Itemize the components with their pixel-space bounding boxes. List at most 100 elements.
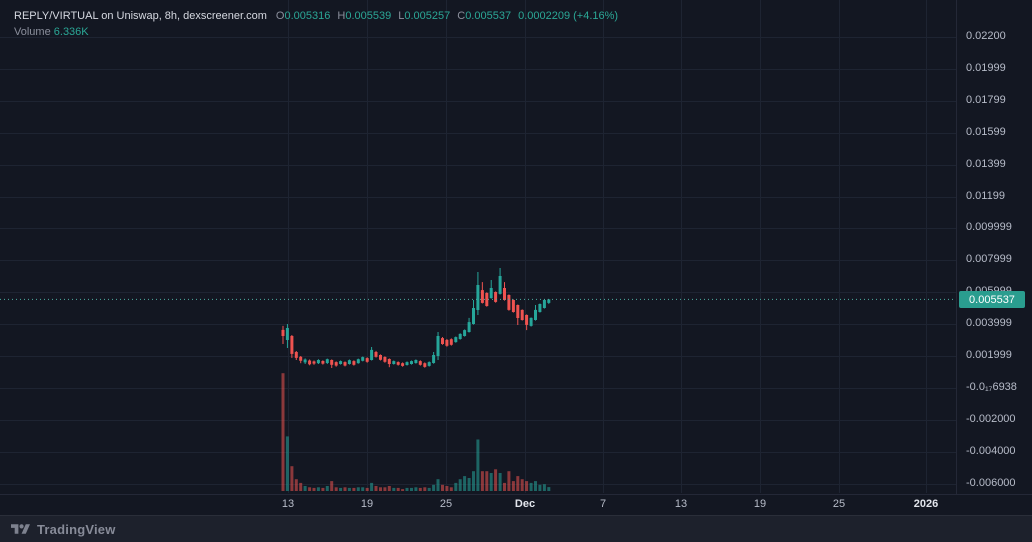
volume-bar [334, 487, 338, 491]
candle-body [511, 300, 515, 312]
open-label: O [275, 10, 285, 22]
volume-bar [472, 471, 475, 491]
volume-bar [441, 484, 444, 491]
candle-body [418, 361, 422, 365]
candle-body [339, 361, 343, 364]
volume-bar [476, 439, 480, 491]
candle-body [441, 338, 444, 344]
chart-legend: REPLY/VIRTUAL on Uniswap, 8h, dexscreene… [14, 8, 618, 40]
volume-bar [542, 484, 546, 491]
volume-bar [374, 486, 378, 491]
price-axis[interactable]: 0.005537 0.02200 0.01999 0.01799 0.01599 0.0… [956, 0, 1032, 494]
volume-bar [312, 487, 316, 491]
candle-body [498, 276, 502, 294]
volume-bar [494, 469, 498, 491]
candle-body [361, 357, 365, 361]
candle-body [401, 363, 405, 366]
volume-bar [356, 487, 360, 491]
legend-row-volume: Volume 6.336K [14, 24, 618, 40]
candle-body [410, 361, 413, 364]
candle-body [379, 355, 382, 360]
candle-body [325, 359, 329, 363]
volume-bar [467, 478, 471, 491]
volume-bar [516, 476, 520, 491]
symbol-title[interactable]: REPLY/VIRTUAL on Uniswap, 8h, dexscreene… [14, 10, 267, 22]
volume-bar [511, 481, 515, 491]
time-axis-label: 2026 [913, 498, 939, 510]
candle-body [432, 355, 436, 363]
candle-body [352, 361, 356, 365]
close-value: 0.005537 [465, 10, 512, 22]
volume-bar [281, 373, 285, 491]
time-axis-label: Dec [514, 498, 536, 510]
price-axis-label: -0.002000 [966, 413, 1016, 425]
volume-bar [449, 487, 453, 491]
time-axis-label: 25 [832, 498, 846, 510]
candle-body [396, 362, 400, 365]
volume-bar [534, 481, 537, 491]
candle-body [423, 363, 427, 367]
candle-body [308, 360, 312, 365]
volume-bar [547, 487, 551, 491]
candlestick-chart-pane[interactable] [0, 0, 956, 494]
volume-bar [308, 487, 312, 491]
volume-bar [294, 479, 298, 491]
volume-bar [325, 486, 329, 491]
candle-body [343, 362, 347, 366]
high-label: H [337, 10, 346, 22]
candle-body [525, 315, 529, 325]
candle-body [480, 290, 484, 303]
candle-body [476, 285, 480, 310]
tradingview-brand[interactable]: TradingView [37, 521, 116, 537]
candle-body [494, 292, 498, 302]
volume-bar [303, 486, 307, 491]
candle-body [463, 330, 467, 336]
volume-bar [458, 479, 462, 491]
low-label: L [398, 10, 405, 22]
candle-body [534, 309, 537, 320]
volume-bar [352, 487, 356, 491]
volume-bar [410, 487, 413, 491]
candle-body [299, 356, 303, 361]
volume-bar [525, 481, 529, 491]
time-axis-label: 19 [360, 498, 374, 510]
volume-bar [330, 481, 334, 491]
candle-body [285, 328, 289, 340]
candle-body [436, 336, 440, 356]
candle-body [383, 357, 387, 362]
volume-bar [370, 482, 374, 491]
candle-body [334, 362, 338, 366]
candle-body [347, 360, 351, 364]
volume-bar [485, 471, 489, 491]
volume-bar [427, 487, 431, 491]
time-axis-label: 13 [281, 498, 295, 510]
volume-bar [316, 487, 320, 491]
legend-row-ohlc: REPLY/VIRTUAL on Uniswap, 8h, dexscreene… [14, 8, 618, 24]
candle-body [365, 358, 369, 362]
price-axis-label: 0.003999 [966, 317, 1012, 329]
candle-body [467, 322, 471, 332]
volume-bar [503, 482, 506, 491]
candle-body [414, 360, 418, 363]
time-axis-label: 13 [674, 498, 688, 510]
high-value: 0.005539 [345, 10, 392, 22]
volume-bar [480, 471, 484, 491]
price-axis-label: 0.01599 [966, 126, 1006, 138]
volume-bar [414, 487, 418, 491]
volume-bar [285, 436, 289, 491]
price-axis-label: 0.009999 [966, 221, 1012, 233]
volume-bar [290, 466, 294, 491]
candle-body [542, 300, 546, 308]
volume-bar [445, 486, 449, 491]
candle-body [489, 288, 493, 299]
candle-body [370, 349, 374, 360]
volume-bar [507, 471, 511, 491]
change-value: 0.0002209 (+4.16%) [518, 10, 619, 22]
candle-body [405, 362, 409, 365]
volume-bar [520, 479, 524, 491]
volume-bar [379, 487, 382, 491]
price-axis-label: -0.004000 [966, 445, 1016, 457]
tradingview-logo-icon[interactable] [11, 522, 30, 537]
volume-bar [401, 489, 405, 491]
time-axis[interactable]: 13 19 25 Dec 7 13 19 25 2026 [0, 494, 1032, 515]
